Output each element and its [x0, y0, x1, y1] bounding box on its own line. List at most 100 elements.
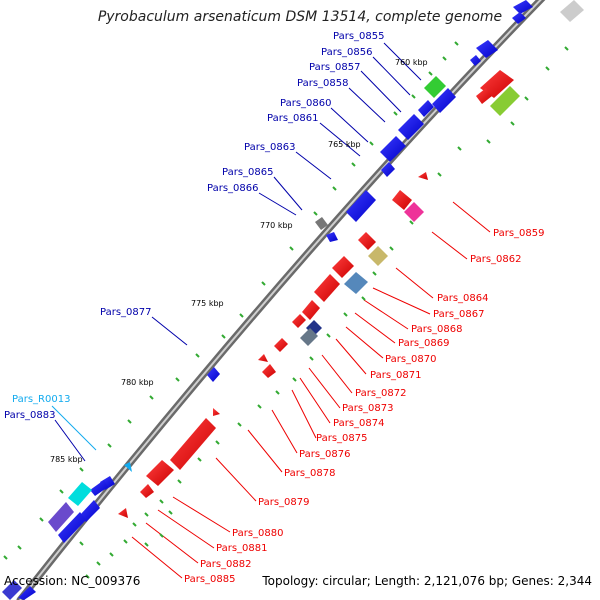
- leader-line: [363, 299, 409, 330]
- gene-label[interactable]: Pars_R0013: [12, 394, 70, 405]
- leader-line: [145, 522, 199, 564]
- gene-label[interactable]: Pars_0866: [207, 183, 258, 194]
- gene-feature: [432, 88, 456, 113]
- leader-line: [172, 496, 231, 533]
- leader-line: [295, 151, 332, 180]
- leader-line: [157, 509, 215, 549]
- gene-feature: [346, 190, 376, 222]
- gene-feature: [300, 328, 318, 346]
- leader-line: [431, 231, 468, 260]
- gene-label[interactable]: Pars_0877: [100, 307, 151, 318]
- gene-label[interactable]: Pars_0872: [355, 388, 406, 399]
- gene-label[interactable]: Pars_0875: [316, 433, 367, 444]
- leader-line: [258, 192, 297, 216]
- gene-feature: [274, 338, 288, 352]
- gene-label[interactable]: Pars_0885: [184, 574, 235, 585]
- gene-feature: [207, 367, 220, 382]
- tick-label: 760 kbp: [395, 58, 428, 67]
- gene-label[interactable]: Pars_0878: [284, 468, 335, 479]
- gene-feature: [314, 274, 340, 302]
- gene-feature: [358, 232, 376, 250]
- gene-feature: [470, 55, 481, 66]
- tick-label: 770 kbp: [260, 221, 293, 230]
- gene-feature: [302, 300, 320, 320]
- gene-feature: [513, 0, 533, 14]
- gene-feature: [90, 480, 108, 496]
- gene-feature: [58, 512, 86, 543]
- gene-label[interactable]: Pars_0870: [385, 354, 436, 365]
- gene-label[interactable]: Pars_0881: [216, 543, 267, 554]
- gene-label[interactable]: Pars_0879: [258, 497, 309, 508]
- gene-feature: [398, 114, 424, 140]
- leader-line: [54, 419, 86, 462]
- leader-line: [215, 457, 257, 502]
- gene-label[interactable]: Pars_0873: [342, 403, 393, 414]
- gene-feature: [292, 314, 306, 328]
- gene-label[interactable]: Pars_0867: [433, 309, 484, 320]
- gene-label[interactable]: Pars_0869: [398, 338, 449, 349]
- leader-line: [330, 107, 369, 143]
- gene-label[interactable]: Pars_0864: [437, 293, 488, 304]
- topology-text: Topology: circular; Length: 2,121,076 bp…: [262, 574, 592, 588]
- gene-feature: [80, 500, 100, 522]
- gene-feature: [344, 272, 368, 294]
- leader-line: [348, 87, 386, 123]
- gene-feature: [146, 460, 174, 486]
- leader-line: [360, 70, 402, 113]
- reverse-strand-genes: [118, 0, 584, 518]
- leader-lines: [51, 42, 491, 579]
- gene-feature: [380, 136, 406, 162]
- leader-line: [452, 201, 491, 233]
- gene-label[interactable]: Pars_0883: [4, 410, 55, 421]
- gene-feature: [476, 88, 492, 104]
- gene-feature: [490, 86, 520, 116]
- leader-line: [383, 42, 422, 81]
- gene-feature: [404, 202, 424, 222]
- leader-line: [299, 377, 331, 424]
- gene-feature: [315, 217, 328, 230]
- gene-label[interactable]: Pars_0856: [321, 47, 372, 58]
- leader-line: [372, 287, 431, 315]
- gene-label[interactable]: Pars_0862: [470, 254, 521, 265]
- leader-line: [395, 267, 434, 299]
- gene-label[interactable]: Pars_0863: [244, 142, 295, 153]
- gene-feature: [392, 190, 412, 210]
- gene-feature: [476, 40, 498, 58]
- gene-label[interactable]: Pars_0868: [411, 324, 462, 335]
- gene-feature: [48, 502, 74, 532]
- leader-line: [271, 409, 298, 454]
- leader-line: [335, 338, 367, 375]
- genome-title: Pyrobaculum arsenaticum DSM 13514, compl…: [97, 9, 503, 25]
- gene-label[interactable]: Pars_0858: [297, 78, 348, 89]
- gene-feature: [560, 0, 584, 22]
- gene-feature: [68, 482, 92, 506]
- gene-label[interactable]: Pars_0882: [200, 559, 251, 570]
- gene-label[interactable]: Pars_0859: [493, 228, 544, 239]
- gene-feature: [368, 246, 388, 266]
- leader-line: [131, 536, 183, 579]
- gene-label[interactable]: Pars_0871: [370, 370, 421, 381]
- tick-label: 765 kbp: [328, 140, 361, 149]
- gene-label[interactable]: Pars_0865: [222, 167, 273, 178]
- gene-label[interactable]: Pars_0874: [333, 418, 384, 429]
- gene-label[interactable]: Pars_0855: [333, 31, 384, 42]
- forward-strand-genes: [2, 0, 533, 600]
- leader-line: [308, 367, 341, 409]
- accession-text: Accession: NC_009376: [4, 574, 141, 588]
- gene-label[interactable]: Pars_0857: [309, 62, 360, 73]
- gene-feature: [258, 354, 268, 362]
- gene-feature: [381, 162, 395, 177]
- gene-label[interactable]: Pars_0861: [267, 113, 318, 124]
- gene-feature: [418, 100, 434, 117]
- gene-label[interactable]: Pars_0876: [299, 449, 350, 460]
- gene-feature: [18, 586, 36, 600]
- gene-feature: [2, 580, 22, 600]
- gene-feature: [262, 364, 276, 378]
- gene-label[interactable]: Pars_0880: [232, 528, 283, 539]
- tick-marks: [3, 41, 569, 579]
- gene-feature: [418, 172, 428, 180]
- genome-backbone: [16, 0, 546, 600]
- gene-label[interactable]: Pars_0860: [280, 98, 331, 109]
